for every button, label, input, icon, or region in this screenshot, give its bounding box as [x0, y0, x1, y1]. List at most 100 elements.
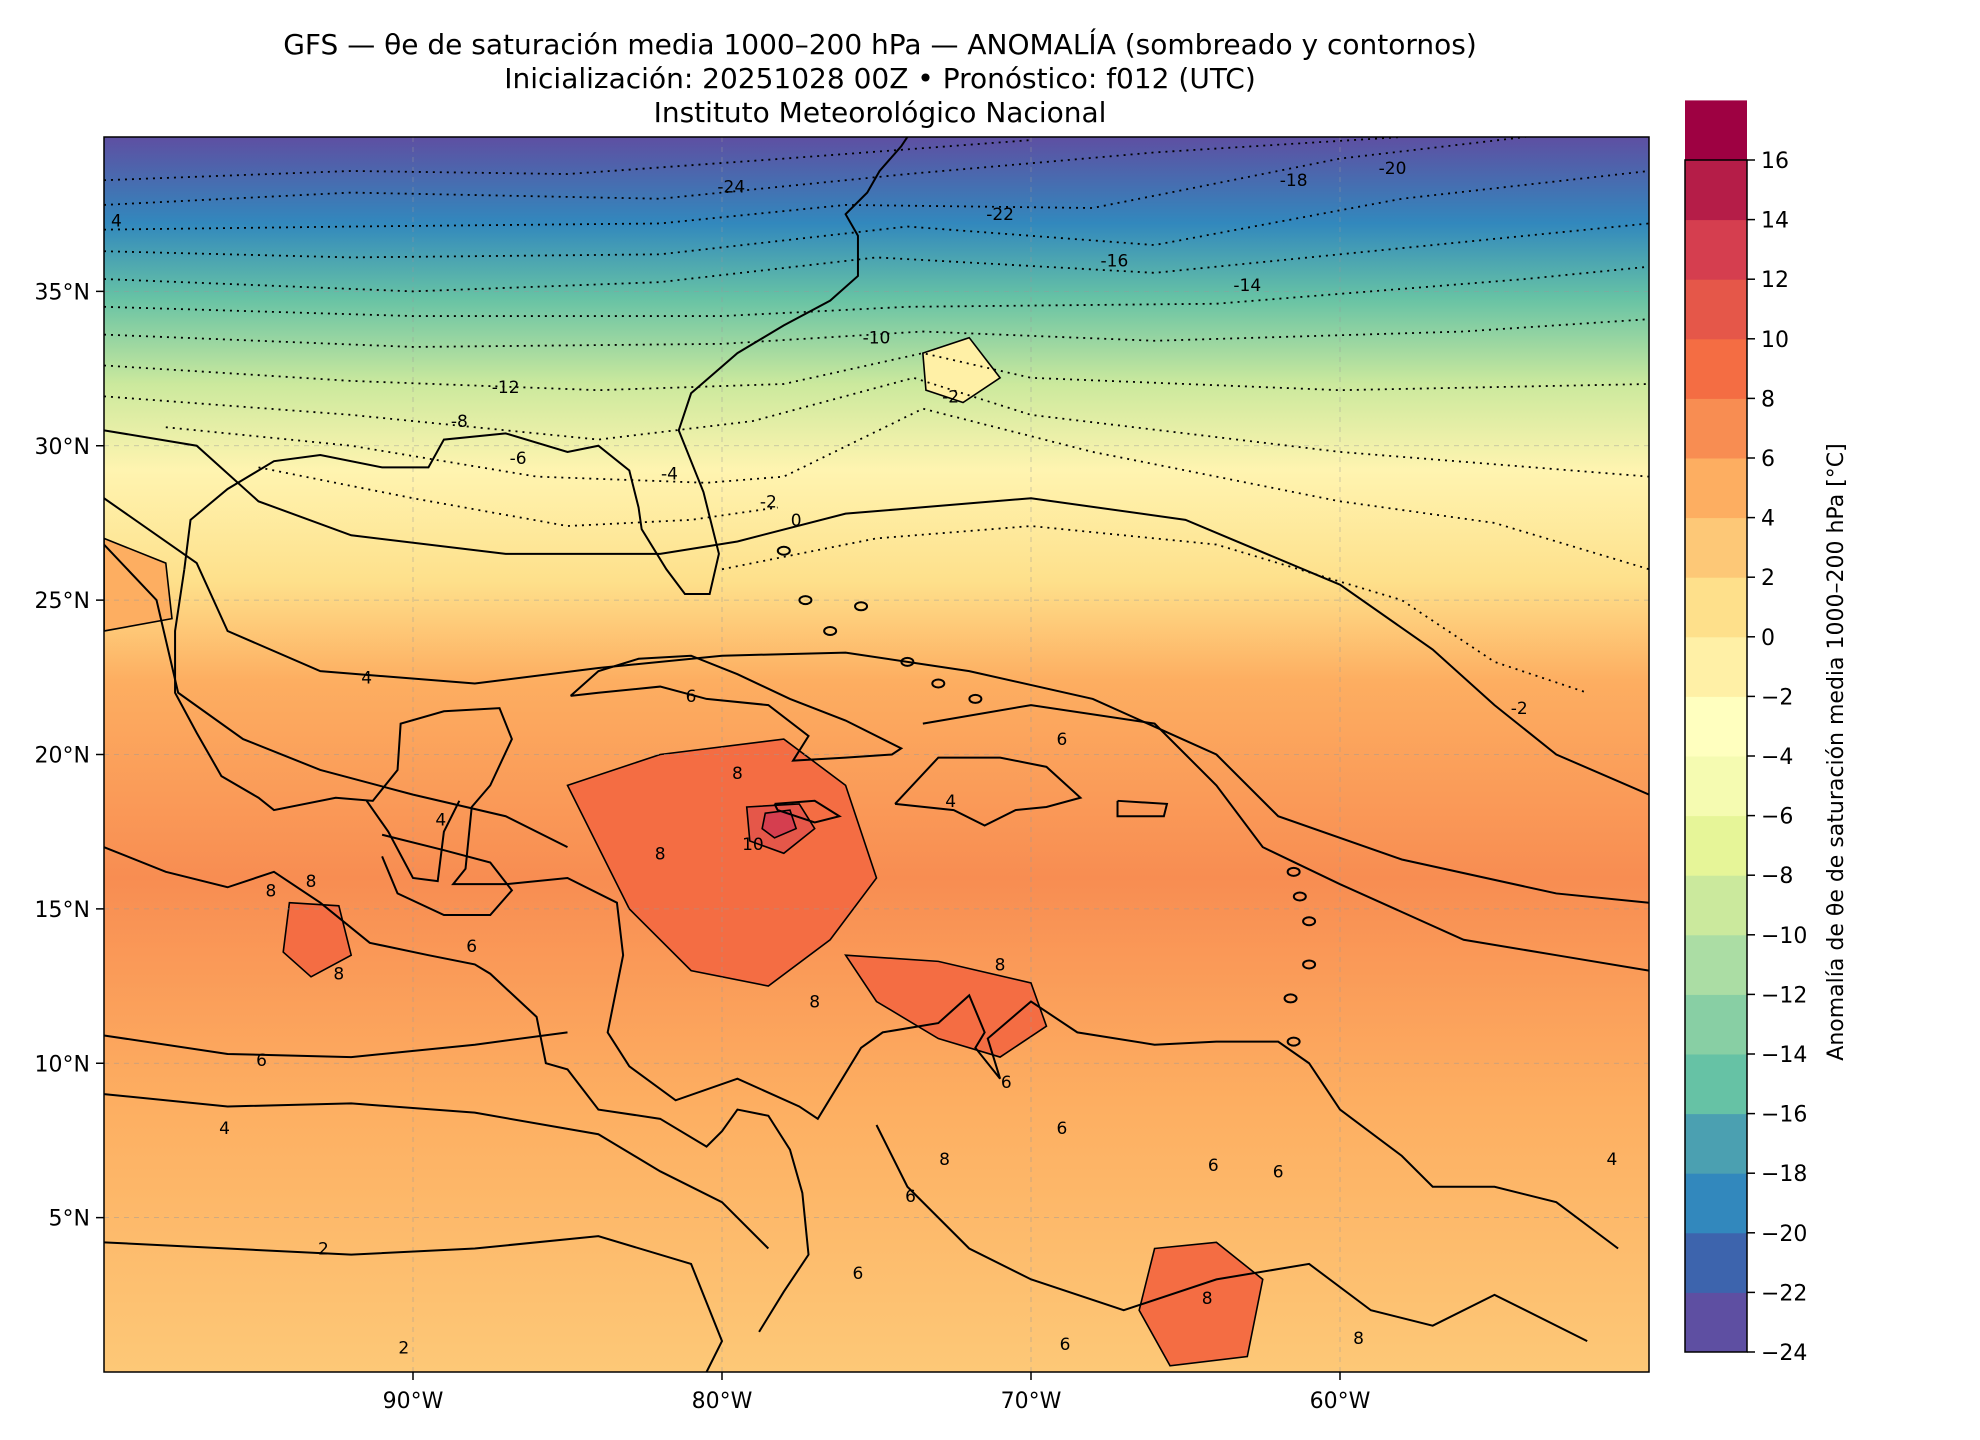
contour-line-10	[258, 466, 778, 527]
contour-label: 8	[265, 881, 276, 901]
contour-label: 6	[686, 687, 697, 707]
colorbar-tick-label: −12	[1761, 983, 1807, 1008]
jamaica-coast	[773, 799, 842, 824]
us-east-gulf-coast	[183, 137, 909, 595]
contour-labels-layer: -24-22-20-18-16-14-12-10-8-6-4-2-2-20444…	[111, 159, 1617, 1358]
contour-label: 4	[111, 211, 122, 231]
colorbar-tick-label: −10	[1761, 924, 1807, 949]
colorbar-tick-label: 6	[1761, 447, 1775, 472]
south-america-inner	[875, 1124, 1588, 1343]
colorbar-tick-label: 4	[1761, 507, 1775, 532]
anomaly-patch-5	[761, 809, 798, 839]
x-tick-label: 60°W	[1310, 1389, 1371, 1414]
anomaly-patch-0	[566, 738, 878, 987]
contour-line-7	[104, 352, 1649, 392]
colorbar-tick-label: −20	[1761, 1222, 1807, 1247]
contour-line-14	[104, 543, 568, 849]
contour-label: 2	[398, 1338, 409, 1358]
contour-label: 8	[809, 993, 820, 1013]
contour-label: -16	[1101, 252, 1129, 272]
contour-lines-layer	[104, 137, 1649, 1372]
contour-line-15	[922, 704, 1649, 972]
colorbar-segment	[1685, 100, 1747, 161]
contour-line-5	[104, 265, 1649, 317]
contour-label: 4	[219, 1119, 230, 1139]
contour-line-19	[381, 833, 514, 917]
colorbar-segment	[1685, 696, 1747, 757]
colorbar-segment	[1685, 1173, 1747, 1234]
colorbar-segment	[1685, 279, 1747, 340]
contour-line-8	[104, 376, 1649, 478]
contour-label: 4	[361, 668, 372, 688]
colorbar-tick-label: 0	[1761, 626, 1775, 651]
contour-label: 8	[655, 844, 666, 864]
contour-label: 8	[939, 1150, 950, 1170]
contour-label: -2	[942, 387, 959, 407]
contour-label: -20	[1379, 159, 1407, 179]
colorbar-segment	[1685, 1292, 1747, 1353]
x-tick-label: 70°W	[1001, 1389, 1062, 1414]
colorbar-segment	[1685, 875, 1747, 936]
contour-label: -2	[760, 492, 777, 512]
contour-label: 6	[1001, 1073, 1012, 1093]
contour-line-17	[104, 1235, 724, 1372]
contour-label: 6	[905, 1187, 916, 1207]
y-tick-label: 10°N	[35, 1052, 90, 1077]
colorbar-tick-label: −22	[1761, 1281, 1807, 1306]
contour-label: 8	[995, 955, 1006, 975]
contour-label: 4	[435, 810, 446, 830]
gridlines	[104, 137, 1649, 1372]
island-11	[1283, 993, 1298, 1004]
contour-label: -12	[492, 378, 520, 398]
contour-label: 6	[1060, 1335, 1071, 1355]
colorbar-tick-label: 16	[1761, 149, 1789, 174]
chart-title-line-2: Inicialización: 20251028 00Z • Pronóstic…	[504, 62, 1256, 95]
contour-label: 8	[306, 872, 317, 892]
hispaniola-coast	[894, 756, 1083, 827]
y-tick-label: 15°N	[35, 898, 90, 923]
contour-label: 8	[1202, 1289, 1213, 1309]
colorbar-tick-label: −4	[1761, 745, 1793, 770]
contour-label: 8	[333, 965, 344, 985]
colorbar-segment	[1685, 338, 1747, 399]
contour-line-18	[104, 1031, 568, 1059]
contour-line-4	[104, 222, 1649, 293]
contour-label: -6	[510, 449, 527, 469]
y-tick-label: 20°N	[35, 744, 90, 769]
contour-label: -14	[1233, 276, 1261, 296]
colorbar-tick-label: 14	[1761, 209, 1789, 234]
contour-label: -2	[1511, 699, 1528, 719]
contour-line-13	[104, 497, 1649, 904]
contour-label: 8	[732, 764, 743, 784]
colorbar-tick-label: −8	[1761, 864, 1793, 889]
contour-label: 2	[318, 1240, 329, 1260]
contour-label: 6	[1056, 1119, 1067, 1139]
contour-label: 6	[1056, 730, 1067, 750]
contour-line-3	[104, 170, 1649, 259]
contour-line-0	[104, 139, 1032, 182]
colorbar-tick-label: −14	[1761, 1043, 1807, 1068]
contour-label: 8	[1353, 1329, 1364, 1349]
contour-label: 0	[791, 511, 802, 531]
island-12	[1286, 1036, 1301, 1047]
colorbar-segment	[1685, 934, 1747, 995]
coastlines-layer	[104, 137, 1619, 1343]
colorbar-tick-label: 10	[1761, 328, 1789, 353]
colorbar-tick-label: 12	[1761, 268, 1789, 293]
colorbar-segment	[1685, 517, 1747, 578]
anomaly-patch-2	[282, 901, 353, 978]
colorbar-segment	[1685, 219, 1747, 280]
contour-label: -8	[451, 412, 468, 432]
y-tick-label: 30°N	[35, 435, 90, 460]
pacific-coast	[104, 846, 810, 1333]
y-tick-label: 35°N	[35, 280, 90, 305]
colorbar-tick-label: 8	[1761, 387, 1775, 412]
colorbar-segment	[1685, 1054, 1747, 1115]
island-8	[1292, 891, 1307, 902]
yucatan-inner-coast	[365, 800, 461, 883]
colorbar-segment	[1685, 160, 1747, 221]
contour-label: -24	[717, 177, 745, 197]
colorbar-segment	[1685, 1113, 1747, 1174]
contour-label: -18	[1280, 171, 1308, 191]
colorbar-segment	[1685, 458, 1747, 519]
